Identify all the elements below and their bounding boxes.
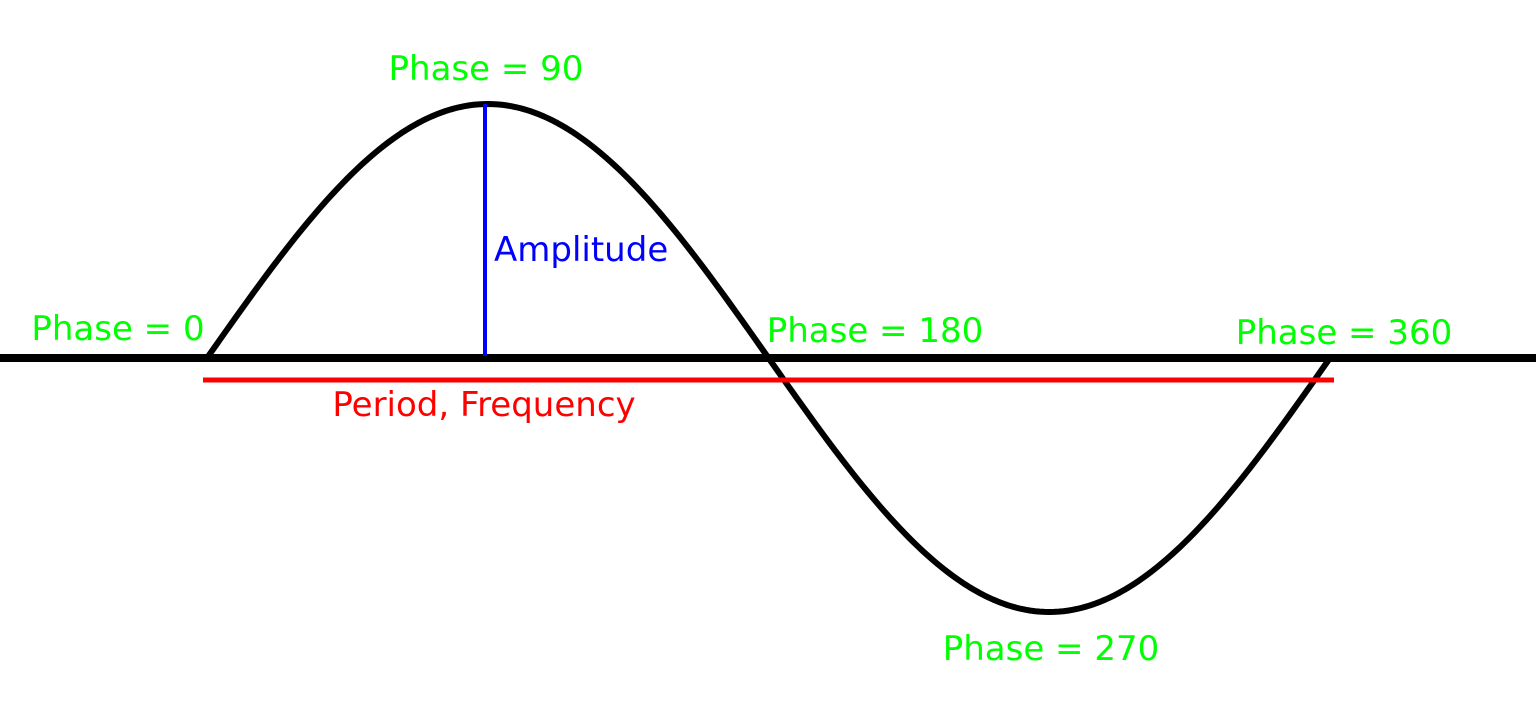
phase-360-label: Phase = 360 [1236, 313, 1453, 353]
period-frequency-label: Period, Frequency [332, 385, 635, 425]
sine-wave-curve [204, 101, 1333, 615]
amplitude-label: Amplitude [494, 230, 668, 270]
phase-0-label: Phase = 0 [31, 309, 204, 349]
phase-90-label: Phase = 90 [389, 49, 584, 89]
phase-270-label: Phase = 270 [943, 629, 1160, 669]
phase-180-label: Phase = 180 [767, 311, 984, 351]
